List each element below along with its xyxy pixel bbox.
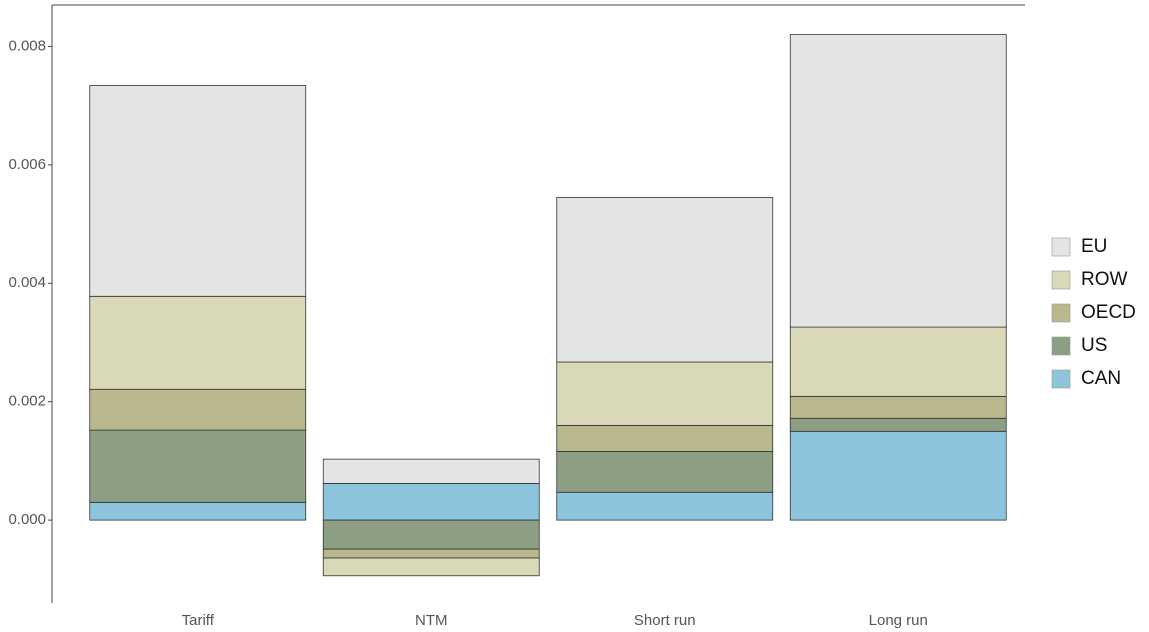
y-tick-label: 0.004 bbox=[8, 274, 46, 291]
y-tick-label: 0.006 bbox=[8, 156, 46, 173]
bar-segment bbox=[322, 548, 540, 559]
x-tick-label: Tariff bbox=[182, 612, 215, 629]
bar-segment bbox=[322, 458, 540, 484]
bar-segment bbox=[556, 361, 774, 426]
legend-swatch bbox=[1051, 369, 1071, 389]
x-tick-label: Short run bbox=[634, 612, 696, 629]
y-tick-label: 0.008 bbox=[8, 37, 46, 54]
legend-swatch bbox=[1051, 237, 1071, 257]
legend-swatch bbox=[1051, 270, 1071, 290]
bar-segment bbox=[89, 501, 307, 521]
bar-segment bbox=[556, 491, 774, 521]
x-tick-label: Long run bbox=[869, 612, 928, 629]
bar-segment bbox=[322, 557, 540, 577]
legend-label: ROW bbox=[1081, 269, 1128, 290]
legend-label: US bbox=[1081, 335, 1107, 356]
bar-segment bbox=[89, 429, 307, 503]
y-tick-label: 0.002 bbox=[8, 393, 46, 410]
x-tick-label: NTM bbox=[415, 612, 448, 629]
bar-segment bbox=[789, 430, 1007, 521]
bar-segment bbox=[89, 388, 307, 431]
bar-segment bbox=[322, 519, 540, 550]
bar-segment bbox=[789, 326, 1007, 397]
legend-label: CAN bbox=[1081, 368, 1121, 389]
bar-segment bbox=[789, 34, 1007, 328]
y-tick-label: 0.000 bbox=[8, 511, 46, 528]
bar-segment bbox=[89, 295, 307, 390]
bar-segment bbox=[556, 197, 774, 363]
bar-segment bbox=[556, 451, 774, 493]
bar-segment bbox=[789, 417, 1007, 432]
legend-label: OECD bbox=[1081, 302, 1136, 323]
legend-label: EU bbox=[1081, 236, 1107, 257]
bar-segment bbox=[89, 85, 307, 297]
bar-segment bbox=[556, 424, 774, 452]
legend-swatch bbox=[1051, 336, 1071, 356]
bar-segment bbox=[322, 482, 540, 521]
bar-segment bbox=[789, 395, 1007, 419]
legend-swatch bbox=[1051, 303, 1071, 323]
